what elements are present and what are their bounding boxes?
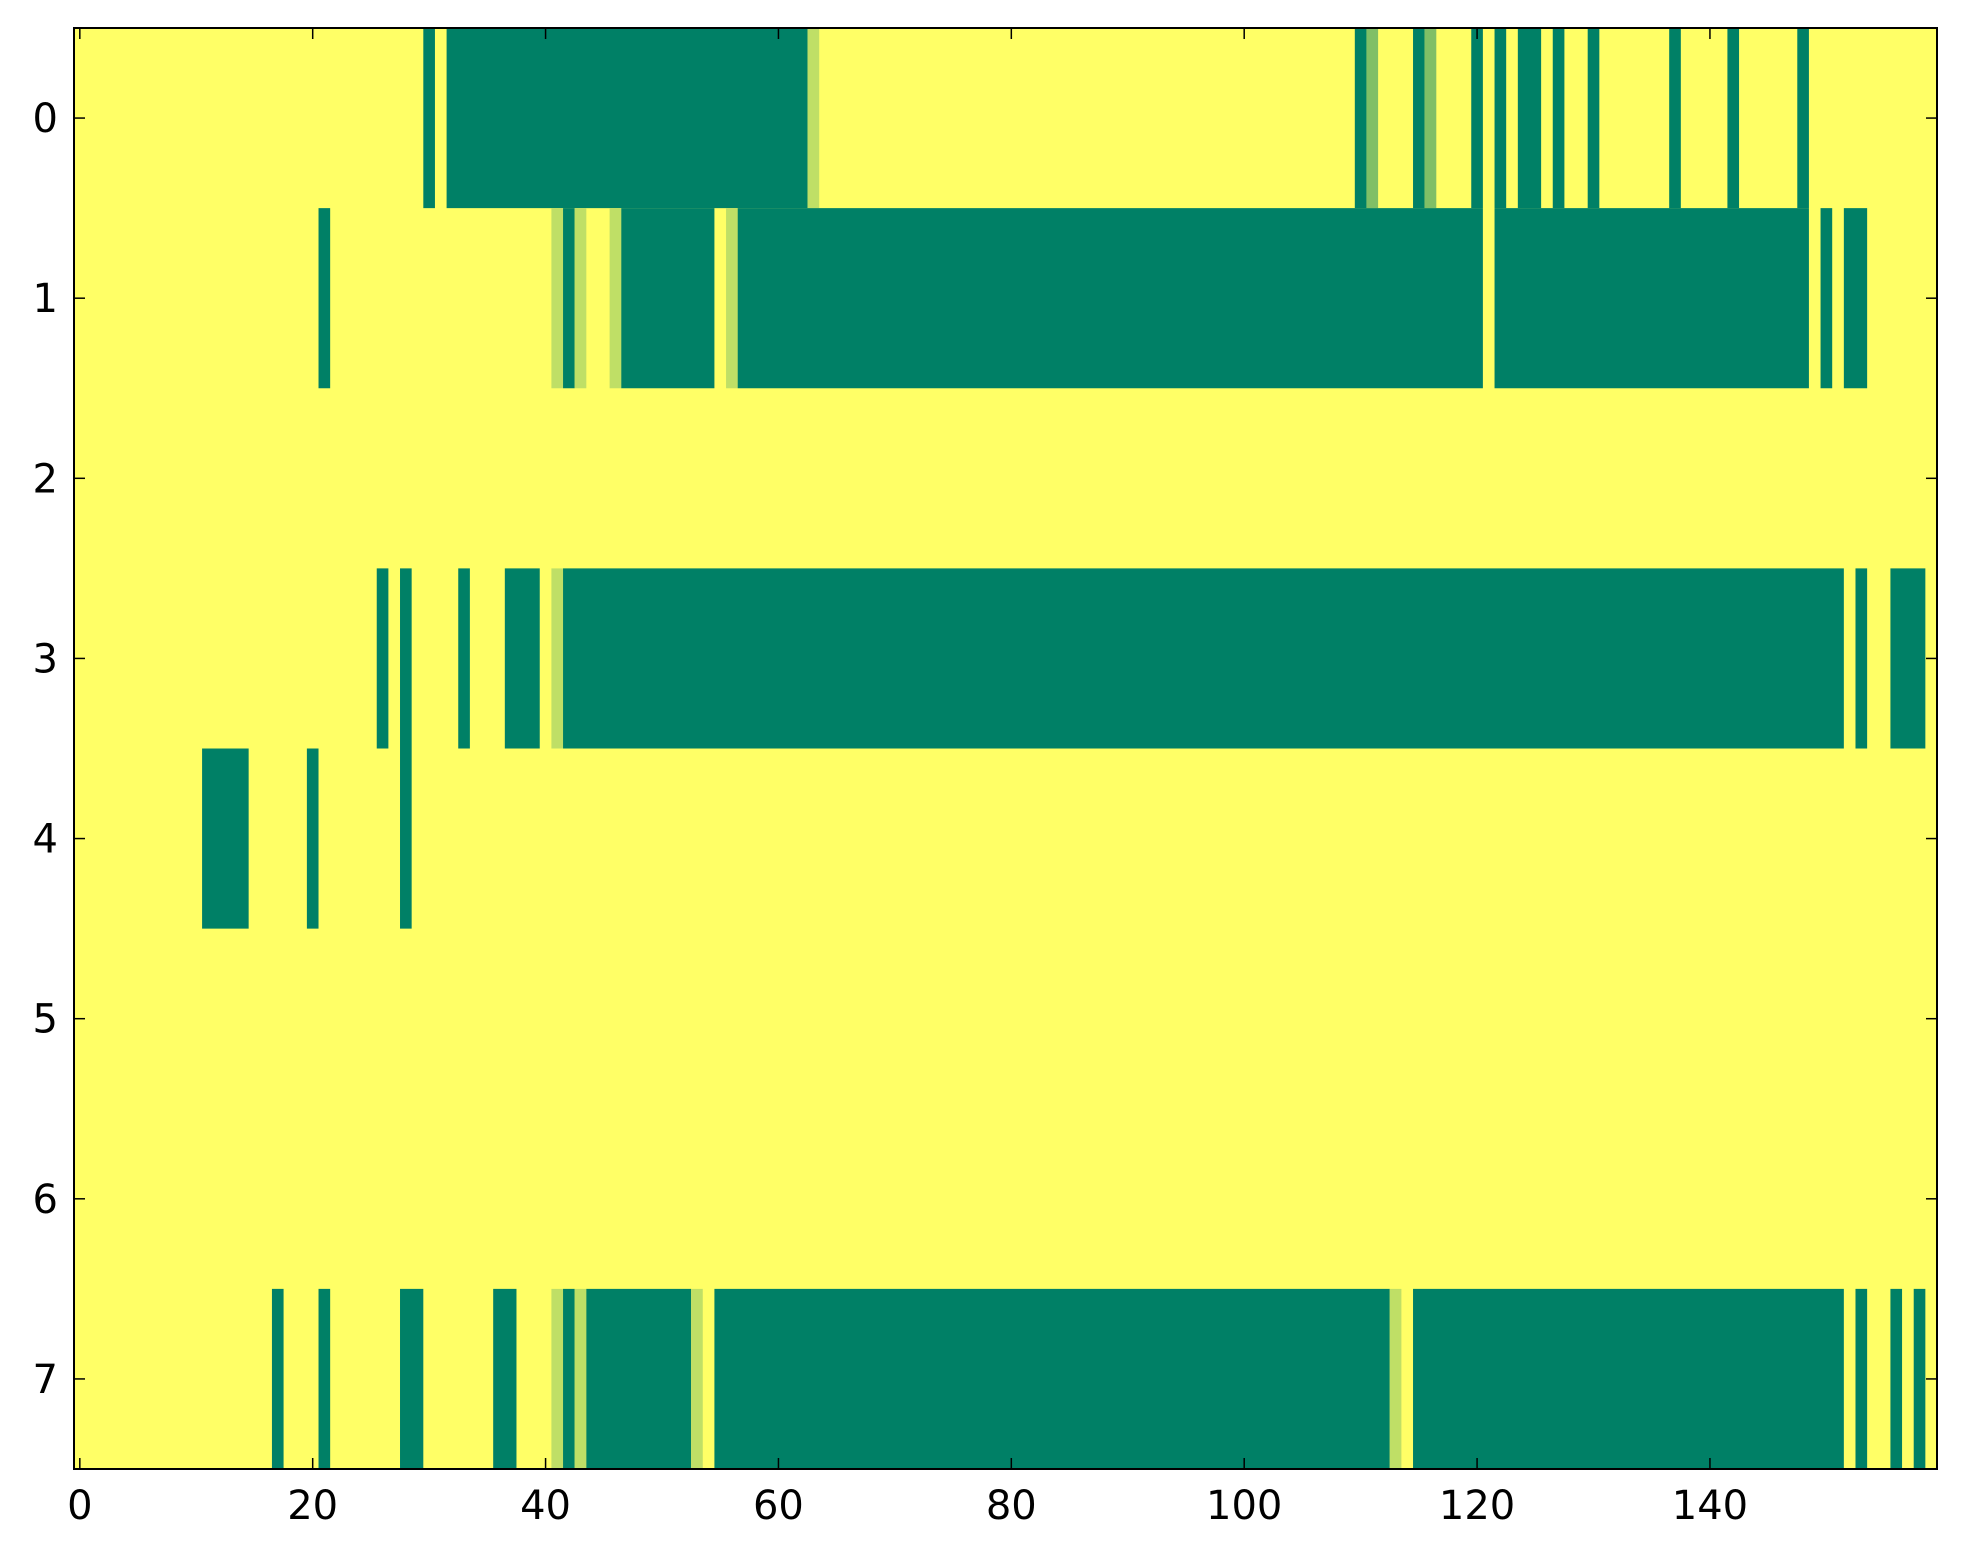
heatmap-cell-segment bbox=[1890, 1288, 1903, 1470]
heatmap-cell-segment bbox=[1424, 28, 1437, 209]
heatmap-cell-segment bbox=[271, 1288, 284, 1470]
x-tick-label: 0 bbox=[67, 1483, 92, 1529]
heatmap-cell-segment bbox=[551, 568, 564, 749]
heatmap-cell-segment bbox=[563, 568, 1844, 749]
heatmap-cell-segment bbox=[1913, 1288, 1926, 1470]
heatmap-cell-segment bbox=[1855, 1288, 1868, 1470]
heatmap-cell-segment bbox=[574, 1288, 587, 1470]
y-tick-label: 5 bbox=[33, 997, 58, 1043]
heatmap-cell-segment bbox=[691, 1288, 703, 1470]
y-axis-tick-labels: 0 1 2 3 4 5 6 7 bbox=[33, 96, 58, 1403]
heatmap-cell-segment bbox=[306, 748, 319, 929]
heatmap-cell-segment bbox=[807, 28, 820, 209]
heatmap-cell-segment bbox=[574, 208, 587, 389]
x-tick-label: 140 bbox=[1672, 1483, 1748, 1529]
x-tick-label: 100 bbox=[1206, 1483, 1282, 1529]
axis-ticks bbox=[74, 28, 1937, 1469]
x-tick-label: 80 bbox=[986, 1483, 1037, 1529]
heatmap-cell-segment bbox=[493, 1288, 517, 1470]
x-axis-tick-labels: 0 20 40 60 80 100 120 140 bbox=[67, 1483, 1748, 1529]
heatmap-cell-segment bbox=[1366, 28, 1379, 209]
heatmap-cell-segment bbox=[1413, 28, 1425, 209]
heatmap-cell-segment bbox=[1843, 208, 1868, 389]
heatmap-cell-segment bbox=[1727, 28, 1740, 209]
heatmap-cell-segment bbox=[1494, 28, 1507, 209]
x-tick-label: 40 bbox=[520, 1483, 571, 1529]
heatmap-cell-segment bbox=[563, 1288, 575, 1470]
heatmap-cell-segment bbox=[1855, 568, 1868, 749]
heatmap-cell-segment bbox=[563, 208, 575, 389]
heatmap-cell-segment bbox=[726, 208, 738, 389]
y-tick-label: 0 bbox=[33, 96, 58, 142]
heatmap-cell-segment bbox=[318, 208, 331, 389]
heatmap-cell-segment bbox=[737, 208, 1483, 389]
heatmap-cell-segment bbox=[446, 28, 808, 209]
heatmap-cell-segment bbox=[376, 568, 389, 749]
y-tick-label: 1 bbox=[33, 276, 58, 322]
heatmap-cell-segment bbox=[202, 748, 249, 929]
heatmap-cell-segment bbox=[1354, 28, 1367, 209]
y-tick-label: 4 bbox=[33, 817, 58, 863]
heatmap-cell-segment bbox=[1820, 208, 1833, 389]
heatmap-cell-segment bbox=[423, 28, 435, 209]
heatmap-cell-segment bbox=[1413, 1288, 1844, 1470]
heatmap-cell-segment bbox=[586, 1288, 692, 1470]
heatmap-cell-segment bbox=[400, 748, 412, 929]
y-tick-label: 2 bbox=[33, 456, 58, 502]
heatmap-cell-segment bbox=[621, 208, 715, 389]
heatmap-cell-segment bbox=[1890, 568, 1926, 749]
heatmap-cell-segment bbox=[504, 568, 540, 749]
heatmap-cell-segment bbox=[551, 208, 564, 389]
plot-area bbox=[74, 28, 1937, 1470]
heatmap-cell-segment bbox=[458, 568, 470, 749]
heatmap-cell-segment bbox=[1471, 28, 1483, 209]
heatmap-cell-segment bbox=[400, 568, 412, 749]
x-tick-label: 20 bbox=[287, 1483, 338, 1529]
heatmap-cell-segment bbox=[1587, 28, 1600, 209]
x-tick-label: 120 bbox=[1439, 1483, 1515, 1529]
y-tick-label: 3 bbox=[33, 636, 58, 682]
heatmap-cell-segment bbox=[551, 1288, 564, 1470]
heatmap-cell-segment bbox=[1389, 1288, 1402, 1470]
heatmap-cell-segment bbox=[400, 1288, 424, 1470]
heatmap-cell-segment bbox=[1552, 28, 1565, 209]
heatmap-cell-segment bbox=[1517, 28, 1542, 209]
x-tick-label: 60 bbox=[753, 1483, 804, 1529]
heatmap-cell-segment bbox=[318, 1288, 331, 1470]
heatmap-cell-segment bbox=[609, 208, 622, 389]
heatmap-cell-segment bbox=[1494, 208, 1809, 389]
plot-frame bbox=[73, 27, 1938, 1470]
heatmap-cell-segment bbox=[714, 1288, 1390, 1470]
heatmap-cell-segment bbox=[1797, 28, 1809, 209]
y-tick-label: 7 bbox=[33, 1357, 58, 1403]
heatmap-cell-segment bbox=[1669, 28, 1681, 209]
y-tick-label: 6 bbox=[33, 1177, 58, 1223]
